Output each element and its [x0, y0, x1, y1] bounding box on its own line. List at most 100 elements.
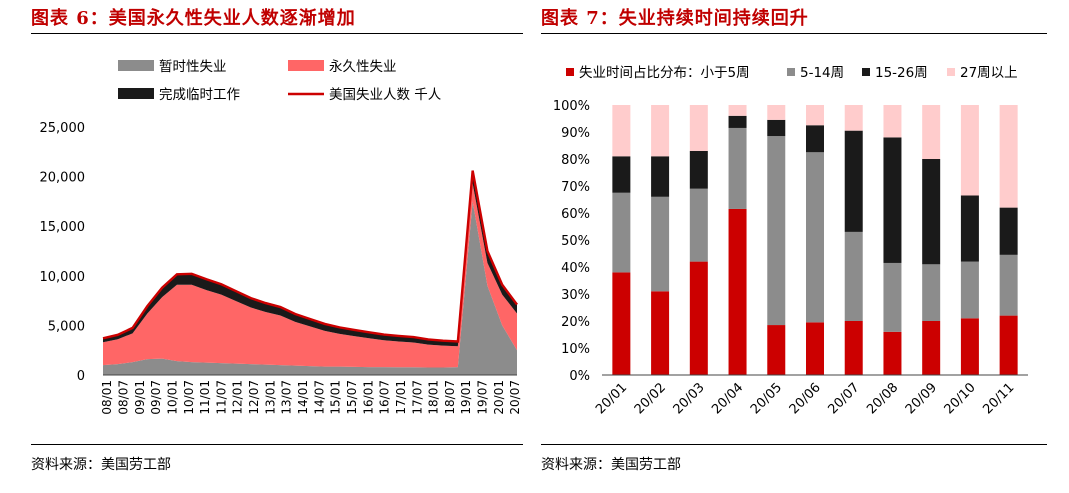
y-tick-label: 30%	[561, 288, 590, 303]
bar-segment-15-26w	[612, 156, 631, 193]
bar-segment-lt5w	[612, 272, 631, 375]
legend-total-line-label: 美国失业人数 千人	[329, 87, 442, 103]
bar-segment-15-26w	[844, 130, 863, 232]
x-tick-label: 17/07	[410, 380, 424, 415]
x-tick-label: 15/07	[345, 380, 359, 415]
legend-swatch-1	[787, 68, 795, 76]
x-tick-label: 08/01	[100, 380, 114, 415]
x-tick-label: 16/01	[361, 380, 375, 415]
bar-segment-lt5w	[960, 318, 979, 375]
x-tick-label: 13/01	[263, 380, 277, 415]
permanent-unemployment-area	[103, 183, 517, 368]
y-tick-label: 70%	[561, 180, 590, 195]
bar-segment-5-14w	[612, 192, 631, 273]
x-tick-label: 16/07	[378, 380, 392, 415]
left-bottom-rule	[31, 444, 523, 445]
y-tick-label: 20%	[561, 315, 590, 330]
bar-segment-5-14w	[922, 264, 941, 321]
x-tick-label: 15/01	[329, 380, 343, 415]
bar-segment-lt5w	[728, 208, 747, 375]
x-tick-label: 09/01	[133, 380, 147, 415]
x-tick-label: 20/06	[787, 380, 824, 417]
bar-segment-5-14w	[960, 261, 979, 319]
bar-segment-27w-plus	[844, 105, 863, 131]
x-tick-label: 18/01	[427, 380, 441, 415]
bar-segment-lt5w	[883, 331, 902, 375]
y-tick-label: 15,000	[40, 220, 86, 235]
bar-segment-5-14w	[651, 196, 670, 292]
bar-segment-27w-plus	[612, 105, 631, 157]
x-tick-label: 14/07	[312, 380, 326, 415]
x-tick-label: 11/07	[214, 380, 228, 415]
y-tick-label: 10%	[561, 342, 590, 357]
x-tick-label: 20/02	[632, 380, 669, 417]
x-tick-label: 09/07	[149, 380, 163, 415]
left-top-rule	[31, 33, 523, 34]
y-tick-label: 40%	[561, 261, 590, 276]
bar-segment-27w-plus	[806, 105, 824, 126]
bar-segment-15-26w	[806, 125, 824, 153]
total-unemployment-line	[102, 170, 518, 343]
x-tick-label: 17/01	[394, 380, 408, 415]
unemployment-area-chart: 0 5,000 10,000 15,000 20,000 25,000 08/01 08/07…	[40, 59, 523, 415]
bar-segment-5-14w	[689, 188, 708, 262]
x-tick-label: 10/01	[165, 380, 179, 415]
x-tick-label: 20/09	[903, 380, 940, 417]
legend-label-0: 失业时间占比分布：小于5周	[579, 65, 750, 81]
legend-label-1: 5-14周	[800, 65, 844, 81]
x-tick-label: 20/03	[671, 380, 708, 417]
bar-segment-15-26w	[728, 115, 747, 128]
x-tick-label: 20/01	[593, 380, 630, 417]
x-tick-label: 14/01	[296, 380, 310, 415]
y-tick-label: 90%	[561, 126, 590, 141]
y-tick-label: 80%	[561, 153, 590, 168]
x-tick-label: 20/07	[825, 380, 862, 417]
duration-stacked-bar-chart: 0%10%20%30%40%50%60%70%80%90%100%20/01 20…	[553, 65, 1028, 417]
legend-temporary-swatch	[118, 60, 154, 71]
bar-segment-27w-plus	[767, 105, 786, 120]
bar-segment-lt5w	[767, 325, 786, 375]
x-tick-label: 11/01	[198, 380, 212, 415]
right-source-note: 资料来源：美国劳工部	[541, 457, 681, 473]
x-tick-label: 20/05	[748, 380, 785, 417]
x-tick-label: 20/01	[492, 380, 506, 415]
bar-segment-lt5w	[999, 315, 1018, 375]
bar-segment-5-14w	[728, 127, 747, 209]
y-tick-label: 50%	[561, 234, 590, 249]
bar-segment-27w-plus	[883, 105, 902, 138]
y-tick-label: 60%	[561, 207, 590, 222]
legend-label-2: 15-26周	[875, 65, 928, 81]
legend-temporary-label: 暂时性失业	[159, 59, 227, 75]
temporary-unemployment-area	[103, 201, 517, 375]
right-top-rule	[541, 33, 1047, 34]
x-tick-label: 19/01	[459, 380, 473, 415]
bar-segment-15-26w	[689, 150, 708, 189]
bar-segment-27w-plus	[689, 105, 708, 151]
bar-segment-15-26w	[651, 156, 670, 197]
y-tick-label: 5,000	[48, 319, 85, 334]
x-tick-label: 20/10	[942, 380, 979, 417]
bar-segment-5-14w	[883, 262, 902, 332]
legend-completed-temp-swatch	[118, 88, 154, 99]
x-tick-label: 08/07	[117, 380, 131, 415]
left-panel-title: 图表 6：美国永久性失业人数逐渐增加	[31, 8, 356, 29]
x-tick-label: 12/01	[231, 380, 245, 415]
x-tick-label: 20/07	[508, 380, 522, 415]
bar-segment-lt5w	[689, 261, 708, 375]
legend-swatch-0	[566, 68, 574, 76]
bar-segment-15-26w	[922, 159, 941, 265]
y-tick-label: 100%	[553, 99, 590, 114]
x-tick-label: 20/11	[980, 380, 1017, 417]
right-panel-title: 图表 7：失业持续时间持续回升	[541, 8, 809, 29]
legend-swatch-2	[862, 68, 870, 76]
legend-permanent-label: 永久性失业	[329, 59, 397, 75]
legend-completed-temp-label: 完成临时工作	[159, 87, 240, 103]
bar-segment-5-14w	[844, 231, 863, 321]
legend-swatch-3	[947, 68, 955, 76]
y-tick-label: 10,000	[40, 270, 86, 285]
y-tick-label: 20,000	[40, 171, 86, 186]
x-tick-label: 19/07	[476, 380, 490, 415]
y-tick-label: 0%	[569, 369, 590, 384]
legend-label-3: 27周以上	[960, 65, 1018, 81]
y-tick-label: 0	[77, 369, 85, 384]
